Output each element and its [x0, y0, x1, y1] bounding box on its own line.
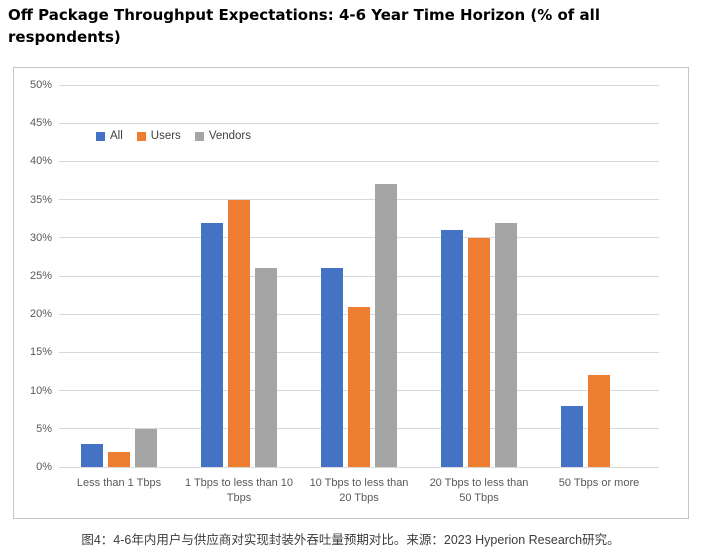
x-axis-label-0: Less than 1 Tbps [76, 477, 162, 489]
y-tick-label-10%: 10% [29, 384, 52, 397]
legend: All Users Vendors [96, 130, 251, 142]
y-tick-label-20%: 20% [29, 308, 52, 321]
gridline-45% [59, 122, 659, 124]
bar-all-1 [201, 222, 223, 467]
bar-group-4 [539, 85, 659, 467]
y-tick-label-0%: 0% [36, 461, 52, 473]
legend-item-all: All [96, 130, 123, 142]
legend-item-vendors: Vendors [194, 130, 252, 142]
y-tick-label-40%: 40% [29, 155, 52, 168]
gridline-25% [59, 275, 659, 277]
bar-group-3 [419, 85, 539, 467]
gridline-30% [59, 237, 659, 239]
bar-vendors-1 [255, 268, 277, 467]
gridline-0% [59, 466, 659, 468]
y-tick-label-15%: 15% [29, 346, 52, 359]
legend-swatch-all [96, 131, 105, 141]
x-axis-label-4: 50 Tbps or more [558, 477, 640, 489]
y-tick-label-30%: 30% [29, 231, 52, 244]
bar-users-2 [348, 306, 370, 467]
page-title: Off Package Throughput Expectations: 4-6… [8, 6, 600, 46]
bar-group-1 [179, 85, 299, 467]
legend-swatch-vendors [194, 131, 204, 141]
bar-users-3 [468, 237, 490, 467]
legend-label-vendors: Vendors [208, 130, 252, 142]
y-tick-label-50%: 50% [29, 79, 52, 91]
bar-group-0 [59, 85, 179, 467]
bar-users-0 [108, 451, 130, 467]
bar-users-4 [588, 375, 610, 467]
y-tick-label-25%: 25% [29, 270, 52, 282]
legend-label-users: Users [150, 130, 181, 142]
gridline-50% [59, 84, 659, 86]
x-axis-label-2: 10 Tbps to less than 20 Tbps [309, 477, 409, 504]
figure-caption: 图4：4-6年内用户与供应商对实现封装外吞吐量预期对比。来源：2023 Hype… [81, 533, 620, 547]
bar-all-3 [441, 230, 463, 467]
bar-group-2 [299, 85, 419, 467]
bar-all-4 [561, 405, 583, 467]
y-tick-label-45%: 45% [29, 117, 52, 130]
legend-item-users: Users [136, 130, 181, 142]
bar-users-1 [228, 199, 250, 467]
gridline-40% [59, 160, 659, 162]
y-tick-label-35%: 35% [29, 193, 52, 206]
chart-area: All Users Vendors 0% 5% 10% 15% 20% 25% 30% 35% 40… [13, 67, 689, 519]
bar-vendors-3 [495, 222, 517, 467]
legend-label-all: All [110, 130, 123, 142]
bar-vendors-0 [135, 428, 157, 467]
bar-all-2 [321, 268, 343, 467]
y-tick-label-5%: 5% [36, 422, 52, 435]
legend-swatch-users [136, 131, 146, 141]
bar-vendors-2 [375, 184, 397, 467]
x-axis-label-1: 1 Tbps to less than 10 Tbps [184, 477, 294, 504]
bar-all-0 [81, 444, 103, 467]
x-axis-label-3: 20 Tbps to less than 50 Tbps [429, 477, 529, 504]
gridline-35% [59, 199, 659, 201]
plot-area [59, 84, 659, 468]
